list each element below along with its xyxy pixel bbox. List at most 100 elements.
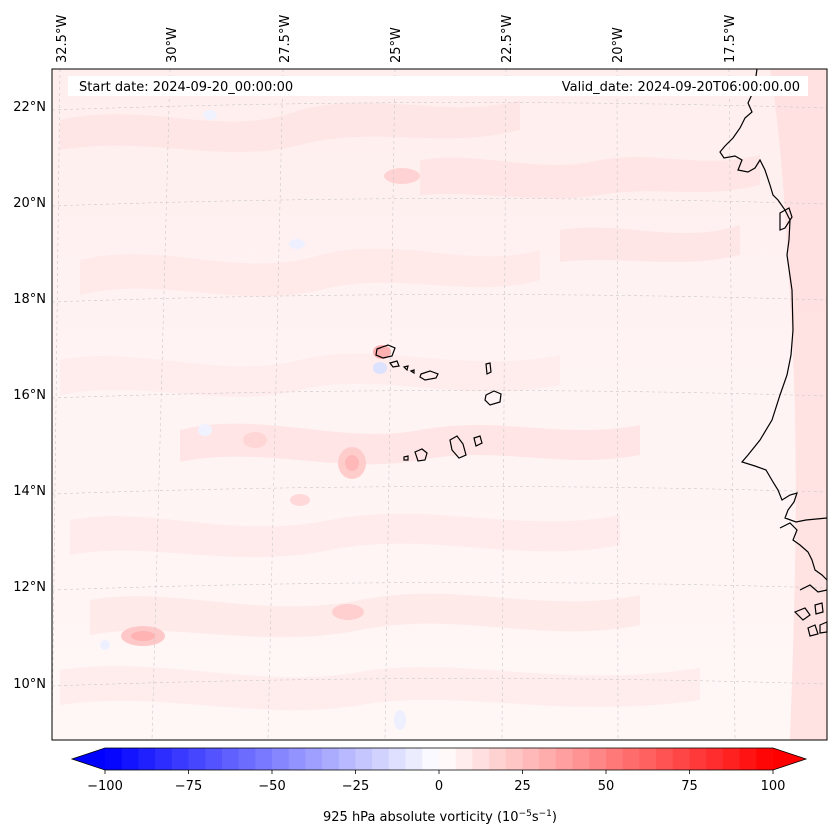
island-islet: [409, 369, 415, 375]
gridline-lon-17-5: [728, 69, 736, 740]
gridline-lon-22-5: [501, 69, 507, 740]
latitude-labels: 22°N 20°N 18°N 16°N 14°N 12°N 10°N: [13, 100, 46, 692]
colorbar-tick-label: 0: [435, 779, 443, 794]
colorbar-segment: [121, 748, 139, 770]
gridline-lat-22: [52, 102, 827, 111]
gridline-lat-14: [52, 486, 827, 495]
colorbar-segment: [656, 748, 674, 770]
map-panel: Start date: 2024-09-20_00:00:00 Valid_da…: [51, 68, 828, 741]
colorbar-segment: [338, 748, 356, 770]
colorbar-segment: [372, 748, 390, 770]
colorbar-tick-label: −100: [87, 779, 123, 794]
island-maio: [473, 435, 483, 447]
colorbar-segment: [472, 748, 490, 770]
african-coastline: [719, 68, 828, 637]
island-bissagos-1: [793, 607, 811, 621]
colorbar-segment: [756, 748, 774, 770]
start-date-label: Start date: 2024-09-20_00:00:00: [79, 80, 293, 95]
colorbar-extend-min-arrow: [72, 748, 105, 770]
longitude-labels: 32.5°W 30°W 27.5°W 25°W 22.5°W 20°W 17.5…: [55, 15, 738, 63]
colorbar-tick-label: 50: [598, 779, 615, 794]
lon-label-27-5w: 27.5°W: [278, 15, 293, 63]
date-banner: [68, 76, 808, 96]
coastline-bissagos: [799, 584, 828, 593]
colorbar-segment: [221, 748, 240, 770]
colorbar-ticks: −100 −75 −50 −25 0 25 50 75 100: [87, 770, 785, 794]
island-brava: [403, 455, 409, 461]
coastline-gambia-guinea-bissau: [779, 522, 828, 581]
gridline-lat-16: [52, 390, 827, 399]
colorbar-tick-label: −25: [342, 779, 369, 794]
colorbar-tick-label: 100: [761, 779, 786, 794]
colorbar-segment: [606, 748, 624, 770]
island-sao-vicente: [388, 360, 400, 368]
lon-label-30w: 30°W: [165, 27, 180, 63]
colorbar-segment: [689, 748, 707, 770]
island-sao-nicolau: [419, 370, 439, 381]
coastline-mauritania-senegal: [719, 68, 828, 523]
colorbar-tick-label: −50: [258, 779, 285, 794]
gridline-lon-30: [151, 69, 171, 740]
gridline-lon-25: [384, 69, 396, 740]
colorbar-segment: [739, 748, 757, 770]
vorticity-contours: [60, 69, 827, 740]
lon-label-32-5w: 32.5°W: [55, 15, 70, 63]
colorbar-segment: [672, 748, 690, 770]
gridline-lat-12: [52, 582, 827, 591]
island-fogo: [414, 448, 428, 462]
gridline-lon-20: [616, 69, 619, 740]
graticule: [52, 69, 827, 740]
colorbar-segment: [105, 748, 123, 770]
colorbar-segment: [706, 748, 724, 770]
colorbar-segment: [322, 748, 340, 770]
colorbar-segment: [505, 748, 523, 770]
island-bissagos-2: [814, 602, 824, 615]
colorbar-segment: [272, 748, 290, 770]
colorbar-segment: [639, 748, 657, 770]
colorbar-segments: [105, 748, 774, 770]
colorbar-segment: [539, 748, 557, 770]
colorbar-segment: [171, 748, 189, 770]
valid-date-label: Valid_date: 2024-09-20T06:00:00.00: [562, 80, 800, 95]
colorbar-tick-label: −75: [175, 779, 202, 794]
lat-label-22n: 22°N: [13, 100, 46, 115]
colorbar: −100 −75 −50 −25 0 25 50 75 100 925 hPa absolute…: [70, 747, 808, 825]
gridline-lon-27-5: [267, 69, 284, 740]
colorbar-segment: [722, 748, 741, 770]
colorbar-segment: [455, 748, 473, 770]
colorbar-segment: [572, 748, 590, 770]
lat-label-18n: 18°N: [13, 292, 46, 307]
colorbar-segment: [489, 748, 507, 770]
colorbar-segment: [288, 748, 306, 770]
gridline-lat-20: [52, 198, 827, 207]
colorbar-extend-max-arrow: [773, 748, 806, 770]
colorbar-segment: [589, 748, 607, 770]
colorbar-label: 925 hPa absolute vorticity (10−5s−1): [323, 809, 557, 825]
colorbar-segment: [138, 748, 156, 770]
colorbar-segment: [388, 748, 407, 770]
lat-label-16n: 16°N: [13, 388, 46, 403]
map-frame: [51, 68, 828, 741]
colorbar-segment: [188, 748, 206, 770]
lon-label-22-5w: 22.5°W: [500, 15, 515, 63]
gridline-lat-18: [52, 294, 827, 303]
colorbar-segment: [255, 748, 273, 770]
colorbar-segment: [422, 748, 440, 770]
colorbar-segment: [622, 748, 640, 770]
cape-verde-islands: [375, 344, 502, 462]
colorbar-segment: [205, 748, 223, 770]
colorbar-tick-label: 75: [681, 779, 698, 794]
colorbar-segment: [238, 748, 256, 770]
colorbar-segment: [522, 748, 540, 770]
colorbar-segment: [405, 748, 423, 770]
colorbar-segment: [439, 748, 457, 770]
island-santiago: [449, 435, 467, 459]
island-santa-luzia: [402, 365, 409, 372]
island-boa-vista: [484, 390, 502, 406]
coast-inlet-banc-arguin: [779, 207, 793, 231]
lon-label-17-5w: 17.5°W: [723, 15, 738, 63]
lat-label-20n: 20°N: [13, 196, 46, 211]
island-bissagos-3: [807, 624, 819, 637]
gridline-lat-10: [52, 678, 827, 687]
colorbar-segment: [355, 748, 373, 770]
